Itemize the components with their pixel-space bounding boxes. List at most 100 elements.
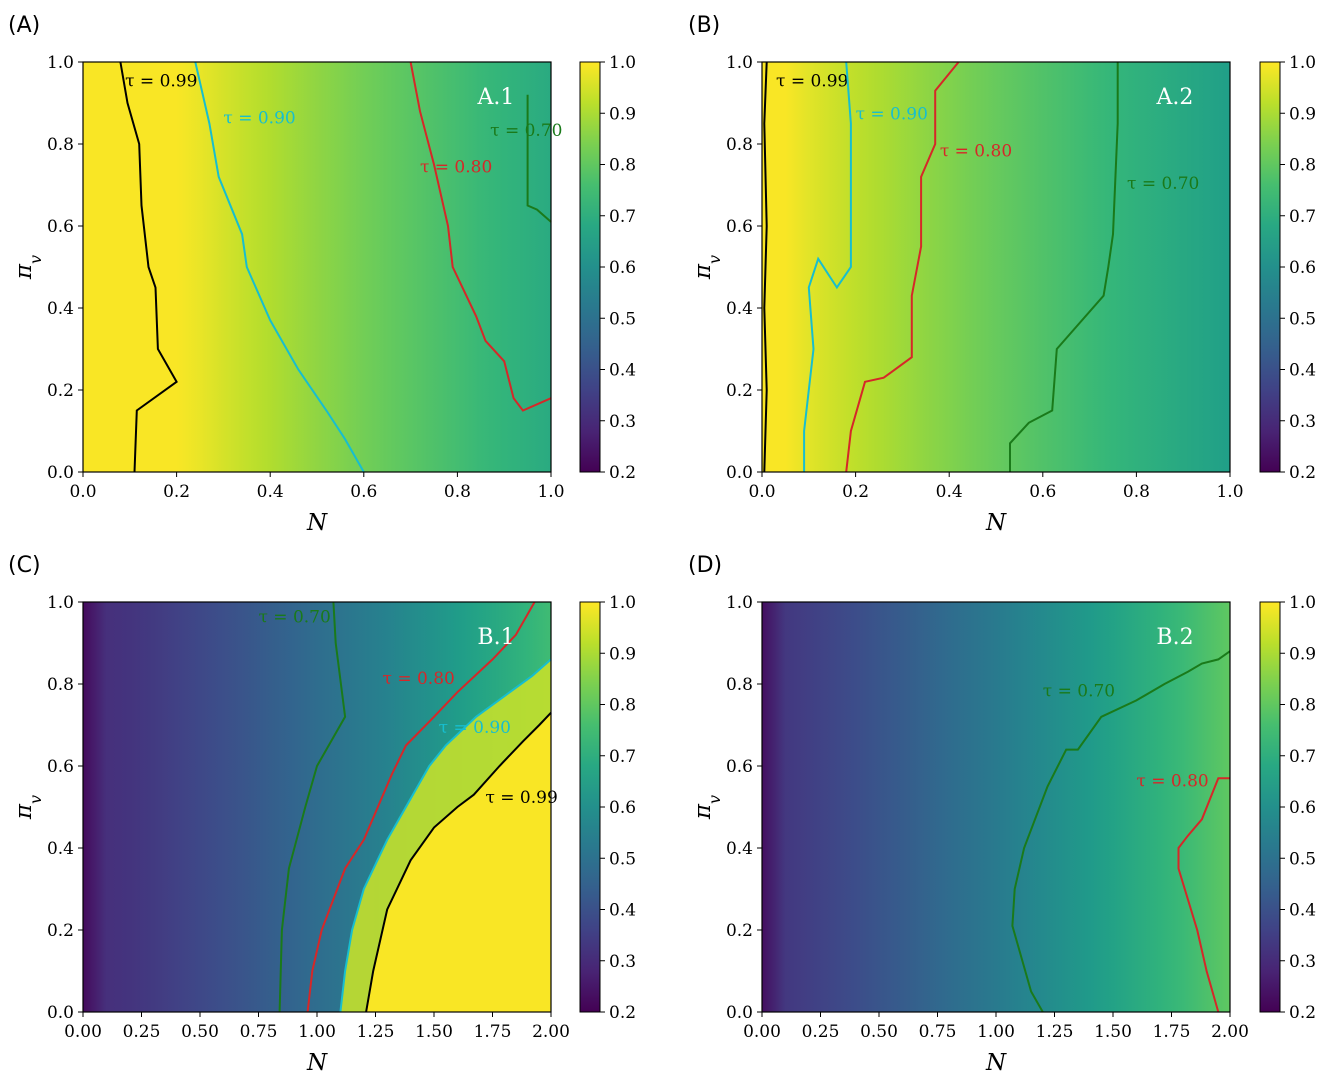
panel-letter: (D) xyxy=(688,553,722,578)
x-tick-label: 0.50 xyxy=(860,1022,898,1042)
panel-tag: A.1 xyxy=(477,85,515,110)
x-tick-label: 0.75 xyxy=(919,1022,957,1042)
contour-0.80 xyxy=(409,61,552,412)
contour-0.99 xyxy=(763,61,768,473)
colorbar-tick-label: 0.6 xyxy=(1289,798,1316,818)
colorbar-tick-label: 0.7 xyxy=(1289,207,1316,227)
colorbar-tick-label: 0.4 xyxy=(1289,361,1316,381)
colorbar-tick-label: 0.4 xyxy=(1289,901,1316,921)
contour-label-0.99: τ = 0.99 xyxy=(776,72,848,92)
y-tick-label: 0.6 xyxy=(726,757,753,777)
y-tick-label: 0.8 xyxy=(726,135,753,155)
colorbar-tick-label: 0.6 xyxy=(609,258,636,278)
colorbar-tick-label: 0.5 xyxy=(1289,849,1316,869)
x-tick-label: 0.75 xyxy=(240,1022,278,1042)
y-tick-label: 0.6 xyxy=(47,757,74,777)
colorbar-tick-label: 1.0 xyxy=(609,593,636,613)
colorbar-tick-label: 0.9 xyxy=(609,104,636,124)
panel-letter: (C) xyxy=(8,553,41,578)
x-axis-label: N xyxy=(306,1050,328,1074)
y-tick-label: 0.4 xyxy=(726,299,753,319)
contour-label-0.80: τ = 0.80 xyxy=(383,669,455,689)
colorbar-tick-label: 0.5 xyxy=(1289,309,1316,329)
x-tick-label: 1.75 xyxy=(474,1022,512,1042)
panel-tag: B.2 xyxy=(1156,625,1193,650)
y-tick-label: 1.0 xyxy=(47,593,74,613)
contour-label-0.99: τ = 0.99 xyxy=(125,72,197,92)
panel-tag: B.1 xyxy=(477,625,514,650)
x-tick-label: 0.25 xyxy=(123,1022,161,1042)
colorbar-tick-label: 0.4 xyxy=(609,361,636,381)
colorbar-tick-label: 0.5 xyxy=(609,849,636,869)
contour-label-0.90: τ = 0.90 xyxy=(856,104,928,124)
x-tick-label: 0.50 xyxy=(181,1022,219,1042)
x-tick-label: 0.0 xyxy=(748,482,775,502)
contour-label-0.90: τ = 0.90 xyxy=(439,718,511,738)
x-axis-label: N xyxy=(306,510,328,536)
x-axis-label: N xyxy=(985,510,1007,536)
colorbar-tick-label: 0.3 xyxy=(609,412,636,432)
colorbar-bar xyxy=(1259,601,1281,1013)
y-tick-label: 0.4 xyxy=(47,299,74,319)
y-tick-label: 0.2 xyxy=(47,921,74,941)
colorbar-tick-label: 0.2 xyxy=(1289,1003,1316,1023)
panel-letter: (A) xyxy=(8,13,40,38)
contour-0.70 xyxy=(1009,62,1119,472)
x-tick-label: 0.2 xyxy=(842,482,869,502)
colorbar-tick-label: 0.8 xyxy=(1289,696,1316,716)
x-tick-label: 1.50 xyxy=(1094,1022,1132,1042)
y-tick-label: 0.0 xyxy=(726,463,753,483)
colorbar-tick-label: 0.2 xyxy=(609,463,636,483)
y-tick-label: 0.2 xyxy=(726,381,753,401)
colorbar-tick-label: 0.9 xyxy=(1289,644,1316,664)
colorbar: 0.2 0.3 0.4 0.5 0.6 0.7 0.8 0.9 1.0 xyxy=(579,53,636,483)
y-tick-label: 0.8 xyxy=(47,675,74,695)
colorbar-tick-label: 0.2 xyxy=(609,1003,636,1023)
y-tick-label: 0.8 xyxy=(47,135,74,155)
colorbar-bar xyxy=(579,601,601,1013)
y-tick-label: 0.8 xyxy=(726,675,753,695)
contour-0.99 xyxy=(365,712,552,1013)
contour-0.80 xyxy=(306,601,536,1013)
contour-label-0.70: τ = 0.70 xyxy=(1043,681,1115,701)
panel-tag: A.2 xyxy=(1156,85,1194,110)
colorbar-bar xyxy=(579,61,601,473)
y-tick-label: 0.4 xyxy=(47,839,74,859)
x-tick-label: 1.0 xyxy=(1216,482,1243,502)
x-tick-label: 1.75 xyxy=(1153,1022,1191,1042)
contour-0.90 xyxy=(194,61,365,473)
heatmap-field xyxy=(762,602,1230,1012)
contour-0.70 xyxy=(526,94,552,223)
colorbar-tick-label: 0.8 xyxy=(609,696,636,716)
y-axis-label: πv xyxy=(690,255,724,280)
x-tick-label: 0.6 xyxy=(350,482,377,502)
plot-frame xyxy=(82,61,552,473)
contour-0.70 xyxy=(278,601,347,1013)
x-tick-label: 1.25 xyxy=(1036,1022,1074,1042)
contour-label-0.80: τ = 0.80 xyxy=(940,141,1012,161)
colorbar: 0.2 0.3 0.4 0.5 0.6 0.7 0.8 0.9 1.0 xyxy=(579,593,636,1023)
heatmap-region-0.90 xyxy=(340,659,551,1012)
plot-frame xyxy=(761,61,1231,473)
y-axis-label: πv xyxy=(11,255,45,280)
contour-0.70 xyxy=(1011,650,1231,1013)
x-tick-label: 1.0 xyxy=(537,482,564,502)
colorbar-tick-label: 0.8 xyxy=(1289,156,1316,176)
contour-label-0.70: τ = 0.70 xyxy=(1127,174,1199,194)
colorbar-tick-label: 0.7 xyxy=(609,207,636,227)
contour-0.90 xyxy=(339,658,552,1013)
x-tick-label: 1.25 xyxy=(357,1022,395,1042)
x-tick-label: 1.50 xyxy=(415,1022,453,1042)
panel-B.1: τ = 0.70 τ = 0.80 τ = 0.90 τ = 0.99 B.1 (C) 0.… xyxy=(8,553,636,1074)
y-tick-label: 1.0 xyxy=(47,53,74,73)
colorbar-tick-label: 1.0 xyxy=(1289,53,1316,73)
y-tick-label: 0.2 xyxy=(47,381,74,401)
colorbar-tick-label: 0.5 xyxy=(609,309,636,329)
colorbar-tick-label: 0.2 xyxy=(1289,463,1316,483)
colorbar-bar xyxy=(1259,61,1281,473)
contour-label-0.80: τ = 0.80 xyxy=(420,158,492,178)
y-tick-label: 0.0 xyxy=(726,1003,753,1023)
colorbar-tick-label: 0.8 xyxy=(609,156,636,176)
x-tick-label: 0.00 xyxy=(743,1022,781,1042)
